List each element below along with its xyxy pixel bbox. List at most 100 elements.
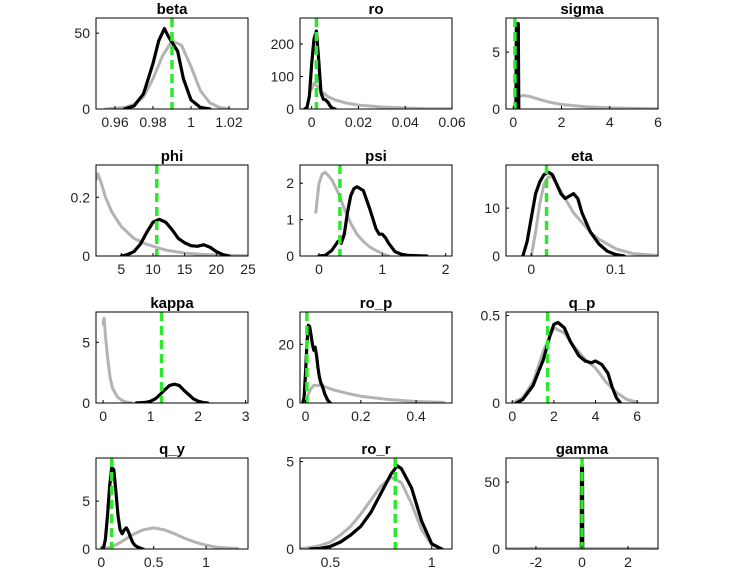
y-tick-label: 0	[82, 395, 90, 411]
plot-area	[96, 165, 248, 256]
axes-box	[299, 457, 453, 550]
x-tick-label: 1	[428, 554, 436, 570]
x-tick-label: -2	[530, 554, 543, 570]
x-tick-label: 0.96	[101, 114, 128, 130]
axes-box	[299, 164, 453, 257]
y-tick-label: 0	[286, 101, 294, 117]
plot-area	[99, 458, 239, 549]
axes-box	[299, 17, 453, 110]
x-tick-label: 0.04	[392, 114, 419, 130]
subplot-q_y: 0 0.5 1 0 5 q_y	[82, 441, 249, 570]
prior-density-line	[96, 172, 248, 256]
y-tick-label: 0	[82, 101, 90, 117]
y-tick-label: 100	[271, 69, 295, 85]
subplot-q_p: 0 2 4 6 0 0.5 q_p	[481, 295, 659, 424]
posterior-density-line	[317, 185, 429, 256]
y-tick-label: 0	[492, 541, 500, 557]
prior-density-line	[304, 383, 446, 403]
x-tick-label: 0.5	[321, 554, 341, 570]
y-tick-label: 0	[492, 248, 500, 264]
axes-box	[95, 17, 249, 110]
x-tick-label: 0	[308, 114, 316, 130]
x-tick-label: 0.1	[606, 261, 626, 277]
posterior-density-line	[122, 27, 212, 109]
prior-density-line	[510, 326, 639, 403]
posterior-density-line	[514, 320, 623, 403]
axes-box	[95, 164, 249, 257]
subplot-title: kappa	[150, 295, 194, 312]
prior-density-line	[310, 81, 452, 109]
subplot-beta: 0.96 0.98 1 1.02 0 50 beta	[74, 1, 249, 130]
subplot-kappa: 0 1 2 3 0 5 kappa	[82, 295, 250, 424]
x-tick-label: 0	[508, 408, 516, 424]
y-tick-label: 5	[82, 334, 90, 350]
x-tick-label: 6	[633, 408, 641, 424]
axes-box	[505, 311, 659, 404]
x-tick-label: 0	[97, 554, 105, 570]
subplot-ro: 0 0.02 0.04 0.06 0 100 200 ro	[271, 1, 466, 130]
y-tick-label: 0	[492, 395, 500, 411]
subplot-title: ro_p	[360, 295, 393, 312]
prior-density-line	[529, 175, 658, 256]
subplot-ro_p: 0 0.2 0.4 0 20 ro_p	[278, 295, 453, 424]
x-tick-label: 0.4	[406, 408, 426, 424]
y-tick-label: 50	[484, 474, 500, 490]
plot-area	[521, 165, 658, 256]
prior-density-line	[300, 475, 444, 549]
y-tick-label: 1	[286, 212, 294, 228]
x-tick-label: 20	[209, 261, 225, 277]
posterior-density-line	[134, 382, 210, 403]
y-tick-label: 0	[82, 541, 90, 557]
x-tick-label: 4	[606, 114, 614, 130]
axes-box	[95, 311, 249, 404]
subplot-eta: 0 0.1 0 10 eta	[484, 148, 659, 277]
subplot-title: q_p	[569, 295, 596, 312]
x-tick-label: 2	[558, 114, 566, 130]
y-tick-label: 5	[82, 493, 90, 509]
axes-box	[299, 311, 453, 404]
plot-area	[512, 18, 658, 109]
x-tick-label: 0.98	[139, 114, 166, 130]
y-tick-label: 5	[492, 44, 500, 60]
x-tick-label: 1	[378, 261, 386, 277]
y-tick-label: 50	[74, 25, 90, 41]
prior-density-line	[512, 93, 658, 109]
x-tick-label: 10	[145, 261, 161, 277]
axes-box	[505, 17, 659, 110]
x-tick-label: 6	[654, 114, 662, 130]
subplot-psi: 0 1 2 0 1 2 psi	[286, 148, 453, 277]
x-tick-label: 1	[202, 554, 210, 570]
subplot-title: psi	[365, 148, 387, 165]
x-tick-label: 15	[177, 261, 193, 277]
y-tick-label: 0	[286, 248, 294, 264]
subplot-title: gamma	[556, 441, 609, 458]
posterior-density-line	[303, 29, 337, 109]
x-tick-label: 0.5	[144, 554, 164, 570]
subplot-title: beta	[157, 1, 189, 18]
subplot-gamma: -2 0 2 0 50 gamma	[484, 441, 659, 570]
x-tick-label: 0	[578, 554, 586, 570]
x-tick-label: 0	[302, 408, 310, 424]
plot-area	[301, 312, 446, 403]
y-tick-label: 0.5	[481, 308, 501, 324]
axes-box	[95, 457, 249, 550]
prior-density-line	[104, 39, 231, 109]
x-tick-label: 5	[117, 261, 125, 277]
x-tick-label: 4	[592, 408, 600, 424]
x-tick-label: 1	[147, 408, 155, 424]
y-tick-label: 0	[286, 541, 294, 557]
x-tick-label: 25	[240, 261, 256, 277]
posterior-density-line	[101, 466, 145, 549]
x-tick-label: 0	[509, 114, 517, 130]
subplot-title: phi	[161, 148, 184, 165]
plot-area	[510, 312, 639, 403]
subplot-phi: 5 10 15 20 25 0 0.2 phi	[71, 148, 256, 277]
x-tick-label: 0.2	[351, 408, 371, 424]
plot-area	[506, 458, 658, 549]
subplot-title: ro	[369, 1, 384, 18]
y-tick-label: 5	[286, 454, 294, 470]
subplot-sigma: 0 2 4 6 0 5 sigma	[492, 1, 662, 130]
y-tick-label: 200	[271, 36, 295, 52]
posterior-density-line	[521, 170, 626, 256]
y-tick-label: 0	[286, 395, 294, 411]
